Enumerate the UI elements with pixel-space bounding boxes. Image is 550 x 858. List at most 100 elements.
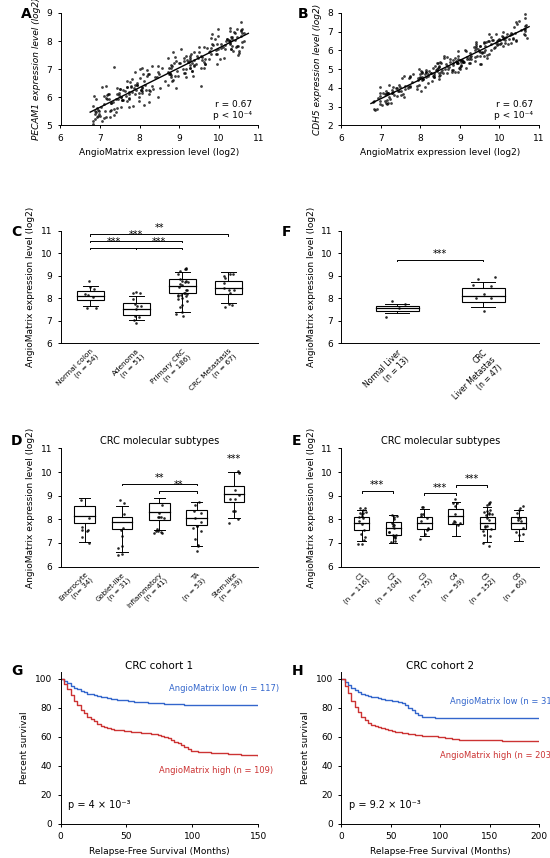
Point xyxy=(200,56,208,69)
Point xyxy=(469,40,478,54)
Point xyxy=(434,61,443,75)
Point xyxy=(400,69,409,82)
Point xyxy=(381,87,390,100)
Point xyxy=(430,59,439,73)
Point xyxy=(185,49,194,63)
Point xyxy=(359,511,367,525)
Point xyxy=(130,81,139,94)
Point xyxy=(449,57,458,71)
Point xyxy=(483,520,492,534)
Text: **: ** xyxy=(173,480,183,490)
Point xyxy=(113,101,122,115)
Point xyxy=(514,513,522,527)
Point xyxy=(421,63,430,76)
Point xyxy=(95,105,104,118)
Point xyxy=(376,97,385,111)
Point xyxy=(187,56,196,69)
Point xyxy=(231,483,240,497)
Point xyxy=(130,312,139,326)
Point xyxy=(231,40,240,54)
Point xyxy=(432,64,441,78)
Point xyxy=(371,103,380,117)
Point xyxy=(102,79,111,93)
Point xyxy=(383,87,392,100)
Point xyxy=(390,530,399,544)
Point xyxy=(184,56,192,69)
Point xyxy=(522,32,531,45)
Point xyxy=(133,299,142,313)
Point xyxy=(197,50,206,63)
Point xyxy=(226,31,235,45)
Point xyxy=(145,95,153,109)
Point xyxy=(114,92,123,106)
Point xyxy=(388,517,397,530)
Point xyxy=(134,310,143,323)
Point xyxy=(178,298,186,311)
Point xyxy=(500,37,509,51)
Point xyxy=(436,65,445,79)
Point xyxy=(182,53,191,67)
Point xyxy=(375,89,384,103)
Point xyxy=(478,523,487,537)
Point xyxy=(177,42,185,56)
Point xyxy=(517,23,526,37)
Point xyxy=(197,516,206,529)
Point xyxy=(426,66,435,80)
Point xyxy=(389,519,398,533)
Point xyxy=(388,81,397,94)
Bar xyxy=(448,509,463,524)
Point xyxy=(116,82,125,95)
Point xyxy=(514,14,523,27)
Point xyxy=(93,110,102,124)
Point xyxy=(399,90,408,104)
Point xyxy=(461,44,470,57)
Point xyxy=(138,62,146,76)
Point xyxy=(521,28,530,42)
Point xyxy=(161,74,169,88)
Point xyxy=(376,94,384,108)
Point xyxy=(508,27,516,41)
Point xyxy=(196,62,205,76)
Point xyxy=(388,294,397,308)
Point xyxy=(179,66,188,80)
Point xyxy=(236,24,245,38)
Bar xyxy=(224,486,244,502)
Point xyxy=(158,498,167,512)
Point xyxy=(490,41,499,55)
Point xyxy=(486,279,495,293)
Point xyxy=(357,527,366,541)
Point xyxy=(123,80,132,94)
Point xyxy=(119,497,128,511)
Point xyxy=(480,528,488,541)
Point xyxy=(133,78,141,92)
Point xyxy=(480,36,488,50)
Point xyxy=(174,56,183,69)
Point xyxy=(168,74,177,88)
Point xyxy=(432,63,441,77)
Text: ***: *** xyxy=(370,480,384,490)
Point xyxy=(455,63,464,76)
Point xyxy=(418,69,427,83)
Point xyxy=(472,292,481,305)
Point xyxy=(192,519,201,533)
Point xyxy=(443,67,452,81)
Text: A: A xyxy=(21,7,32,21)
Text: ***: *** xyxy=(129,230,144,240)
Point xyxy=(156,510,165,523)
Text: H: H xyxy=(292,664,304,678)
Text: **: ** xyxy=(155,473,164,483)
Point xyxy=(519,527,527,541)
Point xyxy=(233,39,241,52)
Point xyxy=(417,507,426,521)
Point xyxy=(90,281,98,295)
Text: ***: *** xyxy=(433,249,447,259)
Point xyxy=(139,67,147,81)
Point xyxy=(521,24,530,38)
Point xyxy=(230,26,239,39)
Point xyxy=(183,294,191,308)
Point xyxy=(482,48,491,62)
Point xyxy=(173,289,182,303)
Point xyxy=(192,544,201,558)
Point xyxy=(199,40,208,54)
Point xyxy=(504,38,513,51)
